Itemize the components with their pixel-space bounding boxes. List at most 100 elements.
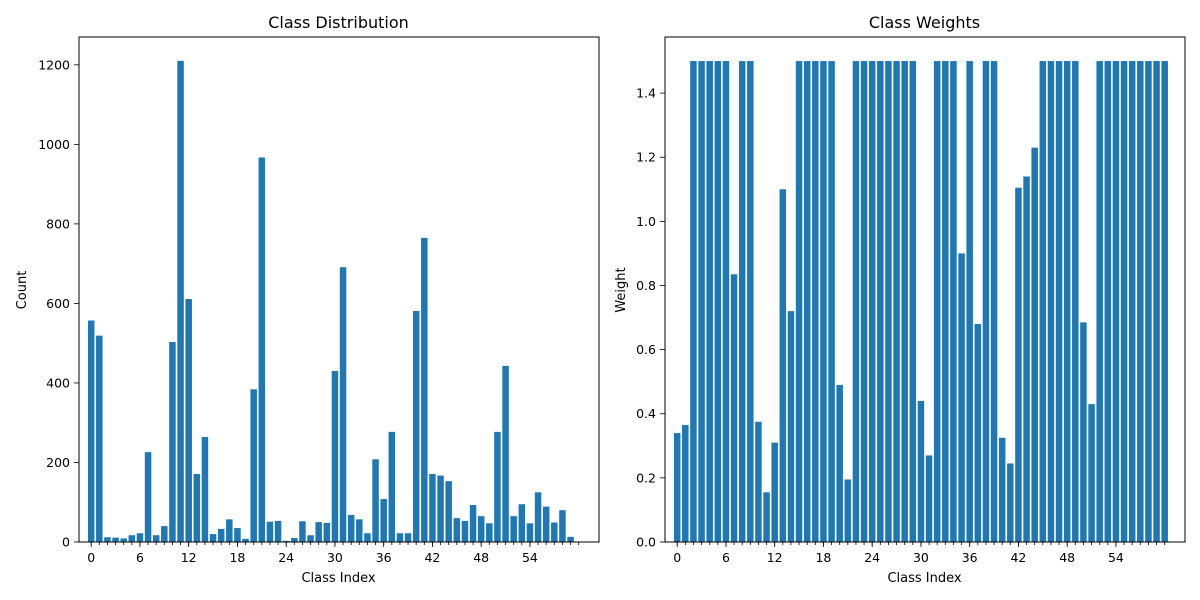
bar-class-48 [477,516,485,542]
x-tick-label: 48 [473,550,489,565]
bar-class-29 [909,61,917,543]
bar-class-29 [323,522,331,542]
bar-class-18 [820,61,827,543]
bar-class-24 [868,61,876,543]
x-tick-label: 36 [376,550,392,565]
bar-class-16 [217,528,225,542]
bar-class-26 [299,521,306,542]
bar-class-0 [673,432,681,542]
bar-class-44 [1031,147,1038,542]
x-tick-label: 24 [864,550,880,565]
bar-class-58 [559,510,566,542]
bar-class-53 [1104,61,1112,543]
bar-class-34 [364,533,371,542]
bar-class-50 [494,431,501,542]
plot-frame [78,36,600,543]
bar-class-15 [795,61,803,543]
x-axis-label: Class Index [301,571,375,586]
bar-class-33 [356,519,363,542]
bar-class-10 [755,421,762,542]
x-tick-label: 30 [327,550,343,565]
bar-class-8 [738,61,746,543]
bar-class-40 [998,437,1006,542]
class-distribution-chart: Class Distribution Class Index Count 0 6 1… [15,13,600,586]
x-tick-label: 48 [1059,550,1075,565]
y-axis-ticks: 0 200 400 600 800 1000 1200 [38,57,79,550]
bar-class-26 [885,61,892,543]
bar-class-11 [763,492,770,542]
bar-class-31 [339,267,347,542]
x-tick-label: 42 [424,550,440,565]
x-axis-ticks: 0 6 12 18 24 30 36 42 48 54 [673,542,1166,565]
x-tick-label: 6 [722,550,730,565]
plot-frame [664,36,1186,543]
bar-class-53 [518,504,526,542]
bar-class-1 [682,424,689,542]
x-tick-label: 0 [87,550,95,565]
bar-class-47 [1055,61,1063,543]
bar-class-30 [917,400,925,542]
bar-class-56 [1128,61,1136,543]
bar-class-2 [690,61,697,543]
bar-class-47 [469,505,477,542]
x-tick-label: 6 [136,550,144,565]
bar-class-2 [104,537,111,542]
y-tick-label: 1.2 [636,150,656,165]
y-tick-label: 0.4 [636,406,656,421]
bar-class-3 [698,61,705,543]
bar-class-51 [502,365,509,542]
y-axis-label: Count [15,271,30,310]
bar-class-3 [112,537,119,542]
bar-class-25 [877,61,884,543]
x-tick-label: 18 [229,550,245,565]
y-tick-label: 0 [62,535,70,550]
bar-class-52 [1096,61,1103,543]
bar-class-12 [185,299,192,542]
x-tick-label: 12 [181,550,197,565]
bar-class-14 [201,437,209,542]
bar-class-27 [893,61,900,543]
bar-class-20 [250,389,257,542]
bar-class-22 [852,61,860,543]
bar-class-37 [388,431,396,542]
bar-class-13 [193,474,201,542]
x-tick-label: 42 [1010,550,1026,565]
x-tick-label: 36 [962,550,978,565]
bar-class-9 [161,526,168,542]
bar-class-15 [209,534,217,542]
bar-class-57 [551,522,558,542]
bar-class-43 [1023,176,1030,543]
bar-class-41 [1007,463,1014,542]
bar-class-28 [315,522,322,542]
bar-class-4 [120,538,127,542]
x-tick-label: 30 [913,550,929,565]
bar-class-23 [860,61,868,543]
x-tick-label: 0 [673,550,681,565]
bar-class-46 [461,520,469,542]
bar-class-1 [96,335,103,542]
bar-class-20 [836,384,843,542]
bar-series [673,61,1168,543]
y-tick-label: 800 [46,216,70,231]
bar-class-46 [1047,61,1055,543]
x-axis-ticks: 0 6 12 18 24 30 36 42 48 54 [87,542,580,565]
bar-class-17 [812,61,819,543]
bar-class-45 [1039,61,1047,543]
bar-class-59 [1153,61,1160,543]
bar-class-52 [510,516,517,542]
bar-class-37 [974,323,982,542]
bar-class-57 [1137,61,1144,543]
bar-class-16 [803,61,811,543]
bar-class-33 [942,61,949,543]
bar-class-7 [730,274,738,542]
y-tick-label: 1200 [38,57,70,72]
bar-class-36 [966,61,973,543]
x-tick-label: 12 [767,550,783,565]
y-axis-ticks: 0.0 0.2 0.4 0.6 0.8 1.0 1.2 1.4 [636,86,665,550]
bar-class-14 [787,311,795,542]
bar-series [87,60,574,543]
bar-class-35 [958,253,965,542]
y-tick-label: 200 [46,455,70,470]
bar-class-19 [828,61,835,543]
bar-class-11 [177,60,184,543]
